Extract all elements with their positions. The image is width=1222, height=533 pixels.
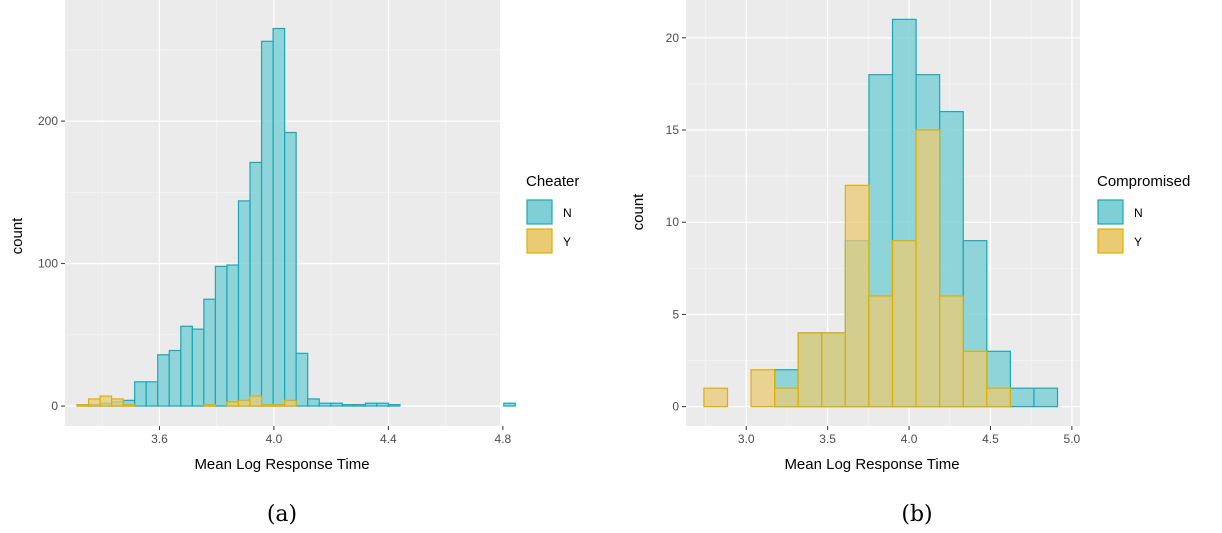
bar-n <box>214 265 228 407</box>
legend: Cheater N Y <box>526 173 579 254</box>
bar-y <box>891 240 917 408</box>
y-tick-label: 20 <box>666 31 680 45</box>
x-axis: 3.6 4.0 4.4 4.8 <box>151 426 512 446</box>
legend-key-y <box>526 228 553 254</box>
bar-n <box>249 161 263 407</box>
bar-y <box>962 350 988 408</box>
bar-n <box>157 354 170 407</box>
bar-y <box>226 401 240 407</box>
bar-n <box>180 325 193 407</box>
legend-key-n <box>526 199 553 225</box>
bar-n <box>272 27 286 407</box>
bar-n <box>330 402 343 407</box>
y-tick-label: 15 <box>666 123 680 137</box>
bar-y <box>774 387 799 408</box>
bar-n <box>387 404 401 407</box>
bar-n <box>284 131 297 407</box>
bar-y <box>797 332 823 408</box>
bar-y <box>915 129 941 408</box>
y-tick-label: 10 <box>666 215 680 229</box>
x-tick-label: 4.4 <box>380 432 397 446</box>
bar-n <box>1009 387 1035 408</box>
x-tick-label: 4.8 <box>495 432 512 446</box>
bar-y <box>260 404 274 407</box>
bar-n <box>1033 387 1059 408</box>
bar-n <box>341 404 355 407</box>
bar-n <box>168 349 182 407</box>
legend-key-y <box>1097 228 1124 254</box>
bar-y <box>237 399 251 407</box>
y-tick-label: 0 <box>51 399 58 413</box>
bar-n <box>134 381 147 407</box>
x-tick-label: 3.5 <box>819 432 836 446</box>
y-tick-label: 200 <box>38 114 58 128</box>
bar-y <box>99 395 113 407</box>
bar-n <box>260 40 274 407</box>
bar-n <box>191 328 205 407</box>
bar-y <box>821 332 846 408</box>
x-tick-label: 4.0 <box>266 432 283 446</box>
legend: Compromised N Y <box>1097 173 1190 254</box>
y-tick-label: 100 <box>38 257 58 271</box>
y-tick-label: 0 <box>672 400 679 414</box>
y-axis-title: count <box>630 193 647 231</box>
x-tick-label: 3.6 <box>151 432 168 446</box>
bar-y <box>122 404 136 407</box>
bar-y <box>750 369 776 408</box>
legend-label-y: Y <box>1134 235 1142 249</box>
bar-y <box>284 399 297 407</box>
bar-n <box>237 200 251 407</box>
x-tick-label: 4.0 <box>901 432 918 446</box>
legend-title: Compromised <box>1097 173 1190 190</box>
bars <box>703 18 1059 408</box>
bar-y <box>111 398 124 407</box>
y-tick-label: 5 <box>672 307 679 321</box>
bar-y <box>272 404 286 407</box>
bar-y <box>76 404 90 407</box>
bar-y <box>868 295 894 408</box>
bar-y <box>703 387 729 408</box>
x-axis: 3.0 3.5 4.0 4.5 5.0 <box>738 426 1081 446</box>
bar-n <box>295 352 309 407</box>
bar-y <box>844 184 870 408</box>
bar-n <box>226 264 240 407</box>
legend-label-y: Y <box>563 235 571 249</box>
legend-key-n <box>1097 199 1124 225</box>
bar-n <box>376 402 390 407</box>
y-axis-title: count <box>9 217 26 255</box>
bar-n <box>145 381 159 407</box>
x-axis-title: Mean Log Response Time <box>194 456 369 473</box>
bars <box>76 27 516 407</box>
x-tick-label: 5.0 <box>1064 432 1081 446</box>
bar-n <box>318 402 332 407</box>
bar-n <box>364 402 378 407</box>
caption-a: (a) <box>267 502 297 527</box>
y-axis: 0 5 10 15 20 <box>666 31 686 414</box>
x-tick-label: 3.0 <box>738 432 755 446</box>
bar-y <box>87 398 101 407</box>
bar-n <box>353 404 366 407</box>
histogram-compromised: 0 5 10 15 20 3.0 3.5 4.0 4.5 5.0 count Mean Log … <box>630 0 1190 527</box>
bar-y <box>249 395 263 407</box>
bar-n <box>203 298 217 407</box>
bar-y <box>986 387 1011 408</box>
bar-n <box>307 398 320 407</box>
bar-n <box>503 402 516 407</box>
x-tick-label: 4.5 <box>982 432 999 446</box>
legend-title: Cheater <box>526 173 579 190</box>
legend-label-n: N <box>563 206 572 220</box>
histogram-cheater: 0 100 200 3.6 4.0 4.4 4.8 count Mean Log Resp… <box>9 0 579 527</box>
caption-b: (b) <box>901 502 932 527</box>
y-axis: 0 100 200 <box>38 114 65 413</box>
bar-y <box>939 295 964 408</box>
bar-y <box>203 404 217 407</box>
x-axis-title: Mean Log Response Time <box>784 456 959 473</box>
legend-label-n: N <box>1134 206 1143 220</box>
